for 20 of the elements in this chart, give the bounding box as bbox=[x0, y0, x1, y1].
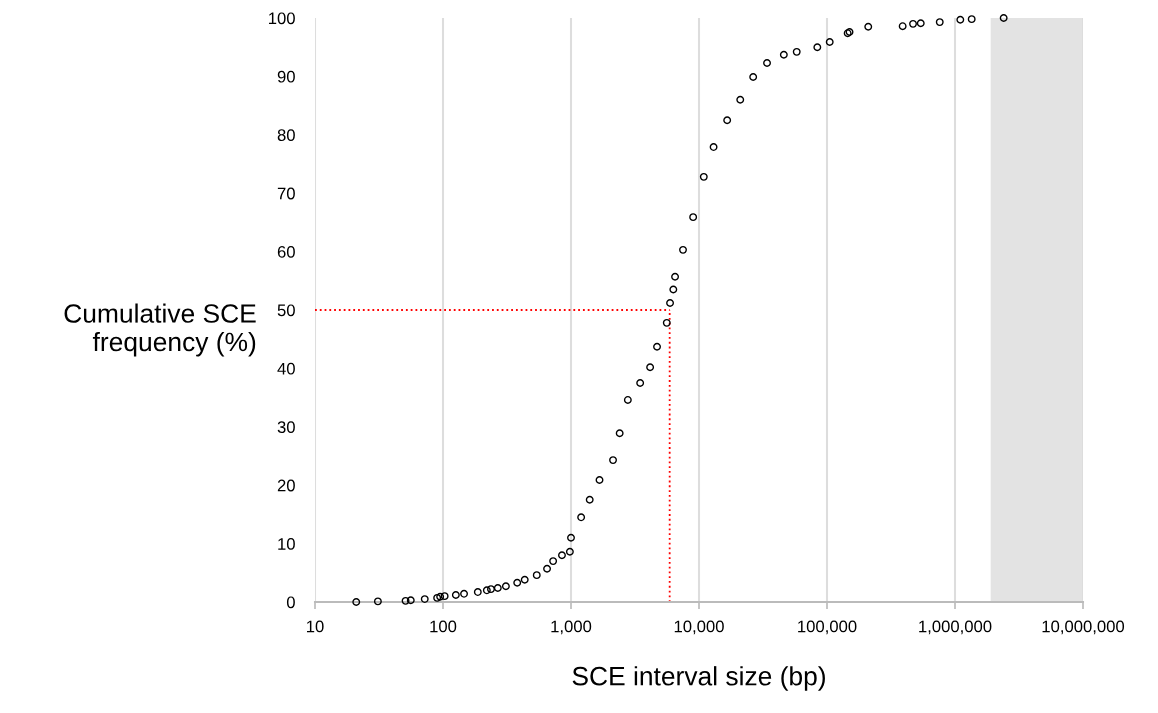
x-tick-label: 10,000,000 bbox=[1042, 620, 1125, 635]
y-tick-label: 0 bbox=[286, 596, 295, 609]
y-tick-label: 10 bbox=[278, 538, 295, 550]
y-tick-label: 30 bbox=[277, 421, 295, 433]
y-tick-label: 70 bbox=[277, 187, 295, 200]
x-tick-label: 1,000,000 bbox=[919, 620, 992, 635]
y-tick-label: 80 bbox=[277, 129, 295, 141]
x-axis-title: SCE interval size (bp) bbox=[572, 666, 825, 691]
x-tick-label: 100,000 bbox=[798, 620, 857, 635]
x-tick-label: 10,000 bbox=[674, 620, 724, 635]
x-tick-label: 10 bbox=[307, 620, 324, 633]
y-tick-label: 90 bbox=[277, 70, 295, 83]
y-tick-label: 40 bbox=[277, 362, 295, 375]
y-tick-label: 20 bbox=[277, 479, 295, 492]
y-tick-label: 100 bbox=[269, 12, 295, 25]
x-tick-label: 100 bbox=[430, 620, 457, 633]
y-axis-title: Cumulative SCE frequency (%) bbox=[64, 303, 256, 357]
y-tick-label: 50 bbox=[277, 304, 295, 317]
y-tick-label: 60 bbox=[277, 246, 295, 258]
x-tick-label: 1,000 bbox=[551, 620, 592, 635]
